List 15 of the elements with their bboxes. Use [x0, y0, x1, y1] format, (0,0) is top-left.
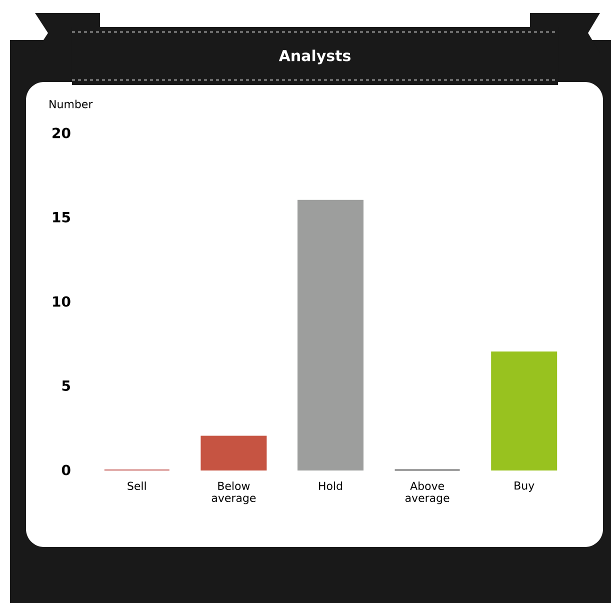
y-tick-label: 10	[53, 296, 70, 307]
x-tick-label: Above average	[405, 482, 450, 504]
x-tick-label: Buy	[514, 482, 534, 492]
y-tick-label: 5	[62, 380, 70, 391]
x-tick-label: Hold	[319, 482, 342, 490]
y-tick-label: 15	[53, 212, 70, 222]
x-tick-label: Below average	[212, 482, 256, 504]
bar	[200, 436, 267, 470]
x-tick-label: Sell	[128, 482, 146, 490]
y-axis-title: Number	[50, 100, 93, 108]
bar	[298, 200, 364, 470]
y-tick-label: 0	[62, 464, 70, 476]
y-tick-label: 20	[52, 128, 70, 138]
chart-title: Analysts	[278, 50, 350, 64]
bar	[491, 352, 558, 470]
